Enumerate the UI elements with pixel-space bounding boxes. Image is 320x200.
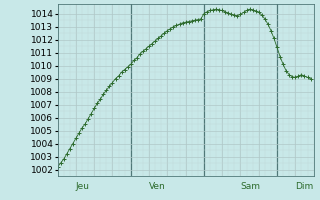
Text: Jeu: Jeu xyxy=(76,182,90,191)
Text: Sam: Sam xyxy=(240,182,260,191)
Text: Dim: Dim xyxy=(295,182,314,191)
Text: Ven: Ven xyxy=(149,182,166,191)
